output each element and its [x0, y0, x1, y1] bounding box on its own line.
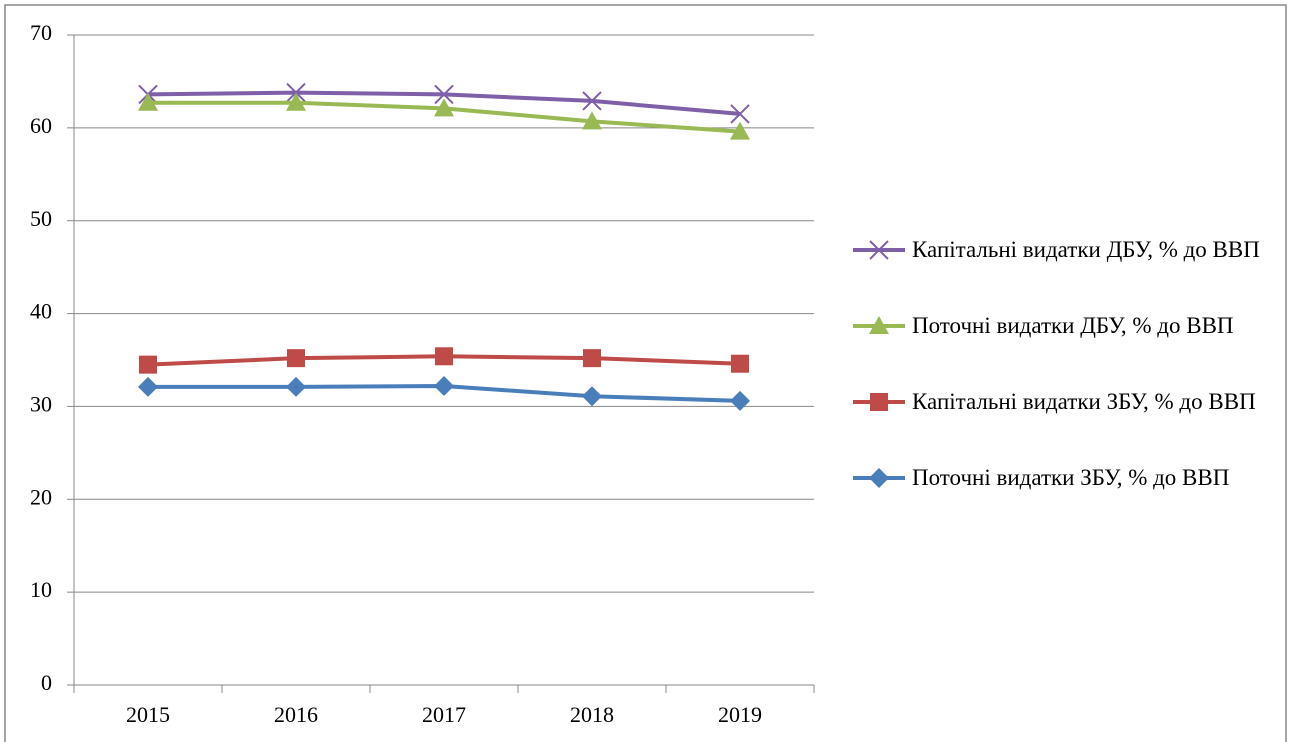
x-tick-label: 2017 [422, 702, 466, 727]
chart-frame [4, 4, 1287, 742]
marker [731, 354, 749, 373]
marker [286, 92, 306, 111]
x-tick-label: 2016 [274, 702, 318, 727]
legend-label: Поточні видатки ЗБУ, % до ВВП [912, 465, 1230, 490]
marker [434, 376, 454, 396]
y-tick-label: 70 [30, 20, 52, 45]
marker [138, 376, 158, 397]
marker [435, 347, 453, 366]
marker [730, 121, 750, 140]
y-tick-label: 40 [30, 299, 52, 324]
marker [286, 376, 306, 397]
y-tick-label: 30 [30, 391, 52, 416]
y-tick-label: 60 [30, 113, 52, 138]
y-tick-label: 50 [30, 206, 52, 231]
x-tick-label: 2019 [718, 702, 762, 727]
marker [870, 393, 888, 411]
marker [582, 386, 602, 407]
y-tick-label: 10 [30, 577, 52, 602]
marker [583, 349, 601, 368]
marker [730, 104, 750, 124]
y-tick-label: 0 [41, 670, 52, 695]
marker [730, 390, 750, 411]
marker [139, 355, 157, 374]
marker [434, 98, 454, 117]
marker [869, 468, 889, 488]
marker [582, 91, 602, 111]
x-tick-label: 2018 [570, 702, 614, 727]
marker [869, 240, 889, 260]
legend-label: Капітальні видатки ДБУ, % до ВВП [912, 237, 1260, 262]
marker [287, 349, 305, 368]
marker [286, 82, 306, 103]
y-tick-label: 20 [30, 484, 52, 509]
marker [582, 111, 602, 130]
legend-label: Поточні видатки ДБУ, % до ВВП [912, 313, 1234, 338]
marker [434, 84, 454, 105]
marker [138, 92, 158, 111]
x-tick-label: 2015 [126, 702, 170, 727]
marker [869, 316, 889, 334]
legend-label: Капітальні видатки ЗБУ, % до ВВП [912, 389, 1256, 414]
